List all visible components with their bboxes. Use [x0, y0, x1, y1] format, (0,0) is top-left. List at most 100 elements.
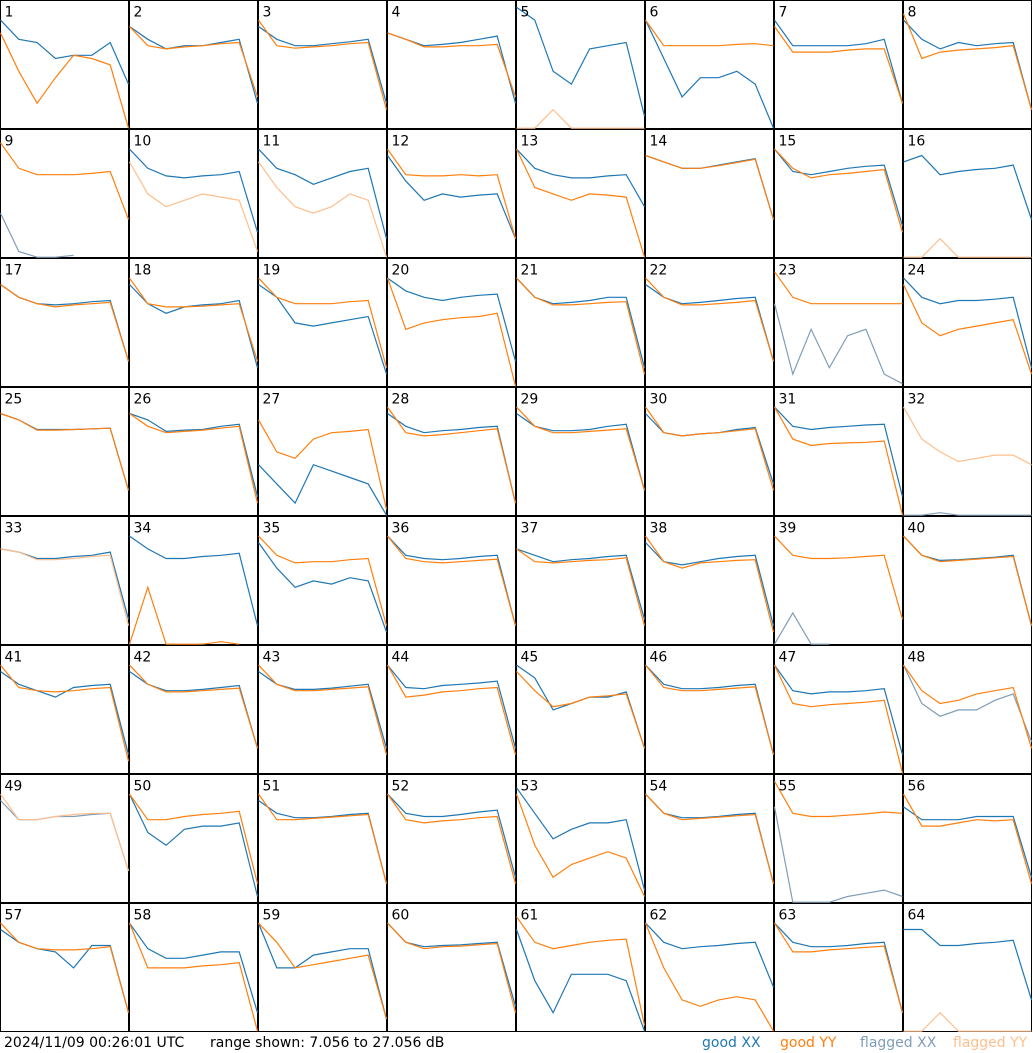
- spectrum-line: [128, 793, 259, 897]
- panel-label: 36: [392, 521, 410, 537]
- spectrum-line: [0, 548, 130, 626]
- spectrum-line: [773, 781, 903, 818]
- panel-label: 25: [5, 392, 23, 408]
- spectrum-line: [257, 922, 388, 1020]
- spectrum-line: [774, 148, 904, 227]
- spectrum-line: [129, 664, 259, 749]
- panel-label: 52: [392, 779, 410, 795]
- spectrum-line: [903, 664, 1033, 749]
- panel-frame: [0, 516, 129, 645]
- spectrum-line: [0, 664, 130, 762]
- spectrum-line: [773, 611, 830, 645]
- spectrum-line: [516, 916, 646, 1026]
- panel-label: 7: [779, 5, 788, 21]
- spectrum-line: [774, 19, 904, 104]
- spectrum-line: [903, 237, 1032, 258]
- panel-label: 6: [650, 5, 659, 21]
- panel-label: 46: [650, 650, 668, 666]
- panel-frame: [129, 0, 258, 129]
- spectrum-line: [387, 664, 517, 749]
- spectrum-line: [902, 13, 1033, 110]
- panel-label: 60: [392, 908, 410, 924]
- panel-label: 48: [908, 650, 926, 666]
- panel-frame: [387, 0, 516, 129]
- panel-label: 61: [521, 908, 539, 924]
- panel-frame: [129, 387, 258, 516]
- spectrum-line: [387, 535, 517, 626]
- panel-frame: [258, 258, 387, 387]
- panel-label: 26: [134, 392, 152, 408]
- spectrum-line: [0, 793, 130, 872]
- spectrum-line: [902, 284, 1033, 375]
- spectrum-line: [516, 406, 646, 491]
- spectrum-line: [902, 664, 1033, 743]
- spectrum-line: [258, 463, 388, 516]
- panel-label: 3: [263, 5, 272, 21]
- panel-label: 47: [779, 650, 797, 666]
- panel-label: 45: [521, 650, 539, 666]
- panel-frame: [645, 0, 774, 129]
- spectrum-line: [903, 277, 1033, 368]
- spectrum-line: [0, 212, 74, 258]
- spectrum-line: [129, 277, 259, 362]
- spectrum-line: [387, 922, 517, 1013]
- spectrum-line: [129, 284, 259, 368]
- spectrum-line: [386, 664, 517, 755]
- panel-label: 19: [263, 263, 281, 279]
- spectrum-line: [387, 155, 517, 239]
- panel-label: 39: [779, 521, 797, 537]
- spectrum-line: [129, 412, 259, 497]
- spectrum-line: [0, 412, 130, 491]
- panel-frame: [258, 387, 387, 516]
- spectrum-line: [258, 19, 388, 110]
- spectrum-line: [128, 585, 240, 645]
- panel-label: 23: [779, 263, 797, 279]
- spectrum-line: [258, 148, 388, 239]
- panel-label: 40: [908, 521, 926, 537]
- panel-frame: [516, 516, 645, 645]
- panel-label: 58: [134, 908, 152, 924]
- spectrum-line: [645, 664, 775, 755]
- spectrum-line: [258, 535, 388, 626]
- panel-frame: [516, 774, 645, 903]
- spectrum-line: [258, 800, 388, 884]
- panel-frame: [903, 774, 1032, 903]
- panel-frame: [645, 645, 774, 774]
- panel-frame: [0, 903, 129, 1032]
- spectrum-line: [903, 512, 1032, 516]
- spectrum-line: [516, 277, 646, 375]
- spectrum-line: [128, 922, 259, 1032]
- spectrum-line: [516, 108, 645, 129]
- spectrum-line: [645, 406, 775, 491]
- panel-frame: [903, 0, 1032, 129]
- panel-frame: [774, 903, 903, 1032]
- panel-label: 18: [134, 263, 152, 279]
- panel-frame: [645, 387, 774, 516]
- spectrum-line: [516, 671, 646, 749]
- panel-frame: [645, 774, 774, 903]
- spectrum-line: [774, 664, 904, 755]
- panel-frame: [903, 129, 1032, 258]
- panel-label: 12: [392, 134, 410, 150]
- spectrum-line: [774, 922, 904, 1013]
- spectrum-line: [774, 148, 904, 233]
- panel-label: 35: [263, 521, 281, 537]
- spectrum-line: [645, 19, 774, 47]
- spectrum-line: [258, 26, 388, 104]
- spectrum-line: [903, 928, 1033, 1001]
- spectrum-line: [129, 26, 259, 98]
- panel-label: 5: [521, 5, 530, 21]
- panel-frame: [903, 387, 1032, 516]
- spectrum-line: [129, 148, 259, 233]
- panel-frame: [387, 903, 516, 1032]
- spectrum-line: [387, 793, 517, 878]
- spectrum-line: [0, 32, 130, 129]
- spectrum-line: [0, 922, 130, 1013]
- panel-frame: [387, 258, 516, 387]
- spectrum-line: [387, 148, 517, 239]
- panel-label: 28: [392, 392, 410, 408]
- panel-label: 22: [650, 263, 668, 279]
- spectrum-line: [515, 793, 646, 897]
- spectrum-line: [387, 793, 517, 884]
- panel-label: 4: [392, 5, 401, 21]
